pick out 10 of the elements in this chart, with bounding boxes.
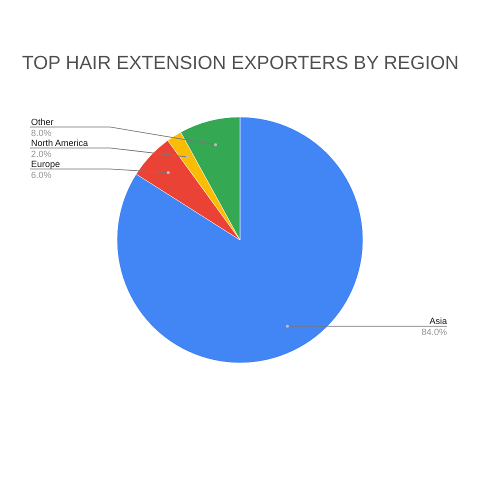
slice-label: Europe xyxy=(31,159,60,169)
chart-title: TOP HAIR EXTENSION EXPORTERS BY REGION xyxy=(22,53,459,74)
data-label: 2.0% xyxy=(31,149,52,159)
data-label: 6.0% xyxy=(31,170,52,180)
slice-label: Other xyxy=(31,117,54,127)
pie-slice xyxy=(116,116,364,364)
data-label: 8.0% xyxy=(31,128,52,138)
slice-label: North America xyxy=(31,138,88,148)
slice-label: Asia xyxy=(429,316,447,326)
data-label: 84.0% xyxy=(421,327,447,338)
